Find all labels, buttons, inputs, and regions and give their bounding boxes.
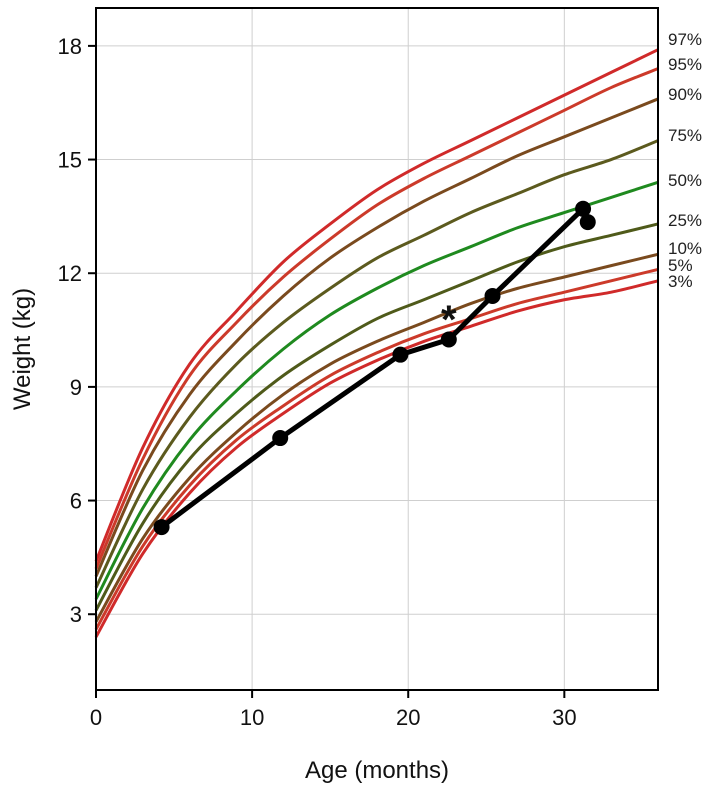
patient-data-point [440, 331, 457, 348]
y-tick-label: 18 [58, 34, 82, 59]
x-tick-label: 30 [552, 705, 576, 730]
x-tick-label: 20 [396, 705, 420, 730]
patient-series [153, 200, 596, 536]
percentile-label: 10% [668, 239, 702, 258]
patient-weight-line [160, 207, 585, 530]
y-tick-label: 15 [58, 148, 82, 173]
annotation-asterisk: * [441, 298, 457, 342]
percentile-label: 3% [668, 272, 693, 291]
x-tick-label: 0 [90, 705, 102, 730]
percentile-curve-90 [94, 97, 659, 577]
x-tick-label: 10 [240, 705, 264, 730]
y-tick-label: 6 [70, 489, 82, 514]
y-axis-title: Weight (kg) [9, 288, 36, 410]
percentile-curve-95 [94, 67, 659, 570]
percentile-label: 97% [668, 30, 702, 49]
grid [96, 8, 658, 690]
y-axis-ticks: 3 6 9 12 15 18 [58, 34, 96, 627]
y-tick-label: 3 [70, 602, 82, 627]
percentile-curve-10 [94, 252, 659, 623]
percentile-curve-3 [94, 279, 659, 638]
percentile-curve-5 [94, 267, 659, 631]
x-axis-ticks: 0 10 20 30 [90, 690, 577, 730]
patient-data-point [392, 346, 409, 363]
percentile-label: 5% [668, 256, 693, 275]
percentile-label: 25% [668, 211, 702, 230]
patient-data-point [272, 430, 289, 447]
percentile-labels: 97% 95% 90% 75% 50% 25% 10%5%3% [668, 30, 702, 291]
x-axis-title: Age (months) [305, 757, 449, 784]
percentile-label: 95% [668, 55, 702, 74]
plot-area-frame [95, 7, 659, 691]
percentile-curve-25 [94, 222, 659, 612]
y-tick-label: 12 [58, 261, 82, 286]
y-tick-label: 9 [70, 375, 82, 400]
patient-data-point [484, 287, 501, 304]
percentile-curve-97 [94, 48, 659, 562]
patient-data-point [575, 200, 592, 217]
patient-data-point [579, 214, 596, 231]
percentile-curves [94, 48, 659, 638]
percentile-curve-75 [94, 139, 659, 589]
percentile-label: 50% [668, 171, 702, 190]
percentile-curve-50 [94, 180, 659, 600]
patient-data-point [153, 519, 170, 536]
percentile-label: 90% [668, 85, 702, 104]
percentile-label: 75% [668, 126, 702, 145]
